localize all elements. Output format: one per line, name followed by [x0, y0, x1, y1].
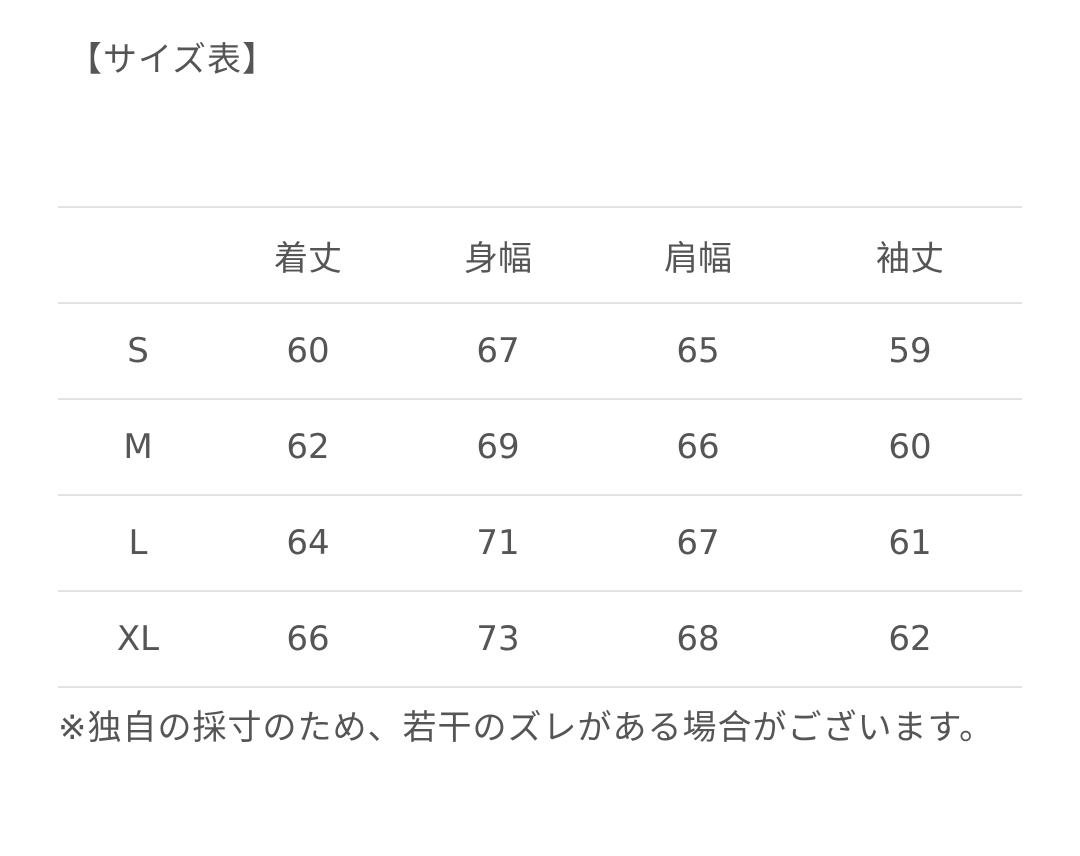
size-table: 着丈 身幅 肩幅 袖丈 S 60 67 65 59 M 62 69 66 60 … — [58, 206, 1022, 688]
table-header-row: 着丈 身幅 肩幅 袖丈 — [58, 206, 1022, 304]
page-title: 【サイズ表】 — [68, 40, 277, 80]
size-label: L — [58, 494, 218, 592]
table-cell: 59 — [798, 302, 1022, 400]
table-row: XL 66 73 68 62 — [58, 590, 1022, 688]
table-cell: 64 — [218, 494, 398, 592]
table-cell: 71 — [398, 494, 598, 592]
table-row: M 62 69 66 60 — [58, 398, 1022, 496]
table-row: L 64 71 67 61 — [58, 494, 1022, 592]
table-cell: 60 — [218, 302, 398, 400]
table-row: S 60 67 65 59 — [58, 302, 1022, 400]
table-cell: 66 — [598, 398, 798, 496]
header-cell-sleeve: 袖丈 — [798, 206, 1022, 304]
header-cell-empty — [58, 206, 218, 304]
size-label: XL — [58, 590, 218, 688]
table-cell: 73 — [398, 590, 598, 688]
table-cell: 62 — [218, 398, 398, 496]
table-cell: 67 — [398, 302, 598, 400]
table-cell: 65 — [598, 302, 798, 400]
header-cell-shoulder: 肩幅 — [598, 206, 798, 304]
size-label: S — [58, 302, 218, 400]
table-cell: 68 — [598, 590, 798, 688]
table-cell: 66 — [218, 590, 398, 688]
table-cell: 69 — [398, 398, 598, 496]
header-cell-width: 身幅 — [398, 206, 598, 304]
size-label: M — [58, 398, 218, 496]
table-cell: 61 — [798, 494, 1022, 592]
measurement-note: ※独自の採寸のため、若干のズレがある場合がございます。 — [58, 708, 995, 748]
header-cell-length: 着丈 — [218, 206, 398, 304]
table-cell: 67 — [598, 494, 798, 592]
table-cell: 60 — [798, 398, 1022, 496]
table-cell: 62 — [798, 590, 1022, 688]
